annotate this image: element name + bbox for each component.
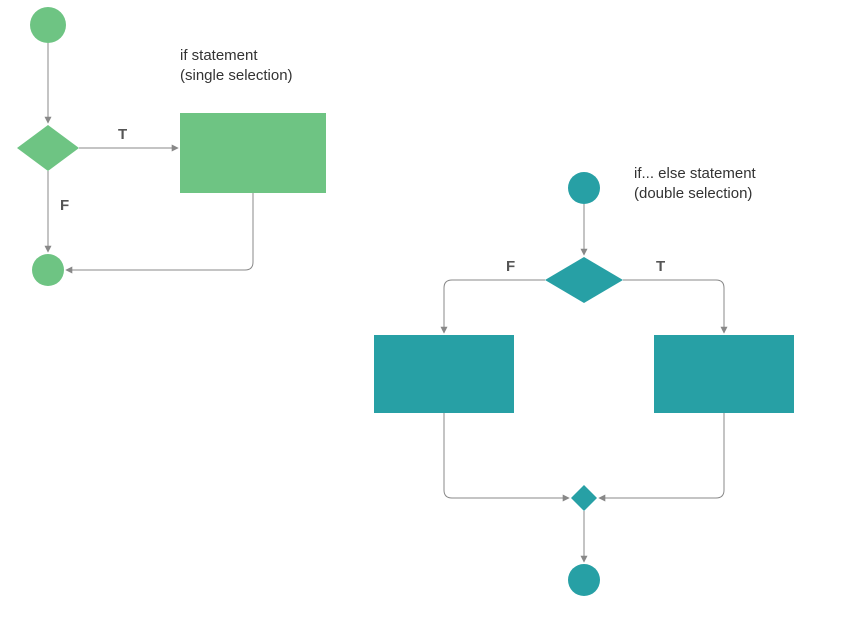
process-true-node: [654, 335, 794, 413]
diagram-if-else: if... else statement (double selection) …: [374, 165, 794, 596]
edge-decision-false: [444, 280, 545, 333]
start-node: [30, 7, 66, 43]
start-node: [568, 172, 600, 204]
edge-false-to-merge: [444, 413, 569, 498]
title-line1: if... else statement: [634, 165, 757, 182]
process-false-node: [374, 335, 514, 413]
title-line1: if statement: [180, 47, 258, 64]
label-false: F: [506, 258, 515, 275]
decision-node: [17, 125, 79, 171]
end-node: [568, 564, 600, 596]
title-line2: (single selection): [180, 67, 293, 84]
decision-node: [545, 257, 623, 303]
diagram-if-single: if statement (single selection) T F: [17, 7, 326, 286]
merge-node: [571, 485, 597, 511]
edge-decision-true: [623, 280, 724, 333]
flowchart-canvas: if statement (single selection) T F if..…: [0, 0, 841, 627]
label-true: T: [118, 126, 127, 143]
title-line2: (double selection): [634, 185, 752, 202]
end-node: [32, 254, 64, 286]
label-false: F: [60, 197, 69, 214]
label-true: T: [656, 258, 665, 275]
edge-true-to-merge: [599, 413, 724, 498]
edge-process-to-end: [66, 193, 253, 270]
process-node: [180, 113, 326, 193]
